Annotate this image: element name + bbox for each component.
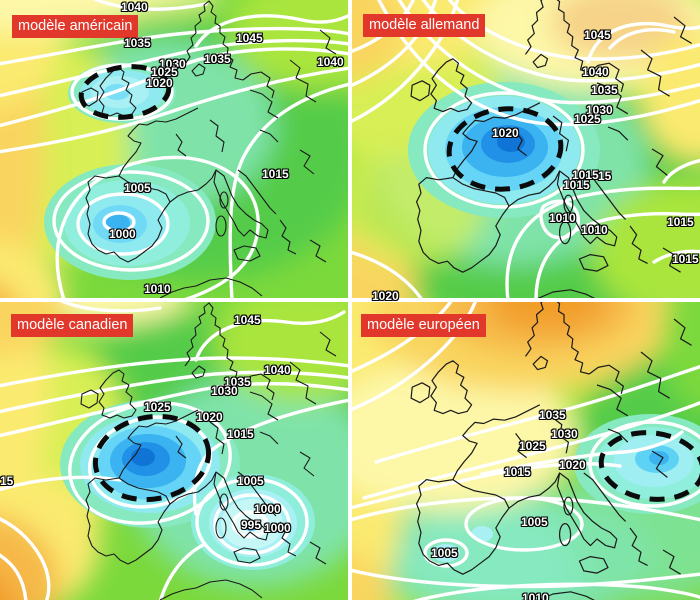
pressure-label: 1025	[151, 65, 178, 79]
pressure-label: 1030	[211, 384, 238, 398]
pressure-label: 1015	[672, 252, 699, 266]
model-label-americain: modèle américain	[12, 15, 139, 39]
isobars-europeen	[352, 302, 700, 600]
pressure-label: 15	[0, 474, 14, 488]
pressure-label: 1040	[317, 55, 344, 69]
pressure-label: 1000	[264, 521, 291, 535]
isobars-canadien	[0, 302, 348, 600]
pressure-label: 1045	[234, 313, 261, 327]
pressure-label: 1000	[254, 502, 281, 516]
pressure-label: 1000	[109, 227, 136, 241]
model-label-canadien: modèle canadien	[11, 314, 134, 338]
pressure-label: 1020	[146, 76, 173, 90]
pressure-label: 15	[598, 169, 612, 183]
pressure-label: 1040	[582, 65, 609, 79]
map-quadrant-canadien	[0, 302, 348, 600]
pressure-label: 1020	[559, 458, 586, 472]
low-highlight-dashed-ellipse	[446, 106, 564, 192]
pressure-label: 1005	[431, 546, 458, 560]
pressure-label: 1015	[572, 168, 599, 182]
map-quadrant-americain	[0, 0, 348, 298]
pressure-label: 1010	[144, 282, 171, 296]
pressure-label: 1040	[121, 0, 148, 14]
pressure-label: 1030	[159, 57, 186, 71]
isobars-americain	[0, 0, 348, 298]
pressure-label: 1045	[236, 31, 263, 45]
pressure-label: 1010	[581, 223, 608, 237]
pressure-label: 1020	[492, 126, 519, 140]
model-label-allemand: modèle allemand	[363, 14, 486, 38]
pressure-label: 1015	[667, 215, 694, 229]
pressure-label: 1035	[539, 408, 566, 422]
pressure-label: 1015	[262, 167, 289, 181]
pressure-label: 1025	[519, 439, 546, 453]
pressure-label: 1025	[574, 112, 601, 126]
low-highlight-dashed-ellipse	[92, 413, 212, 503]
pressure-label: 1010	[549, 211, 576, 225]
horizontal-divider	[0, 298, 700, 302]
pressure-label: 1035	[204, 52, 231, 66]
pressure-label: 1040	[264, 363, 291, 377]
pressure-label: 1005	[521, 515, 548, 529]
map-quadrant-europeen	[352, 302, 700, 600]
pressure-label: 1010	[522, 591, 549, 600]
pressure-label: 1025	[144, 400, 171, 414]
pressure-label: 1005	[237, 474, 264, 488]
pressure-label: 1035	[124, 36, 151, 50]
pressure-label: 1015	[227, 427, 254, 441]
pressure-label: 1005	[124, 181, 151, 195]
pressure-label: 1030	[586, 103, 613, 117]
low-highlight-dashed-ellipse	[78, 64, 172, 120]
pressure-label: 1020	[196, 410, 223, 424]
map-quadrant-allemand	[352, 0, 700, 298]
pressure-label: 1030	[551, 427, 578, 441]
pressure-label: 1020	[372, 289, 399, 303]
pressure-label: 995	[241, 518, 262, 532]
low-highlight-dashed-ellipse	[598, 430, 700, 502]
pressure-label: 1035	[224, 375, 251, 389]
pressure-label: 1015	[504, 465, 531, 479]
model-label-europeen: modèle européen	[361, 314, 486, 338]
pressure-label: 1015	[563, 178, 590, 192]
pressure-label: 1045	[584, 28, 611, 42]
pressure-label: 1035	[591, 83, 618, 97]
